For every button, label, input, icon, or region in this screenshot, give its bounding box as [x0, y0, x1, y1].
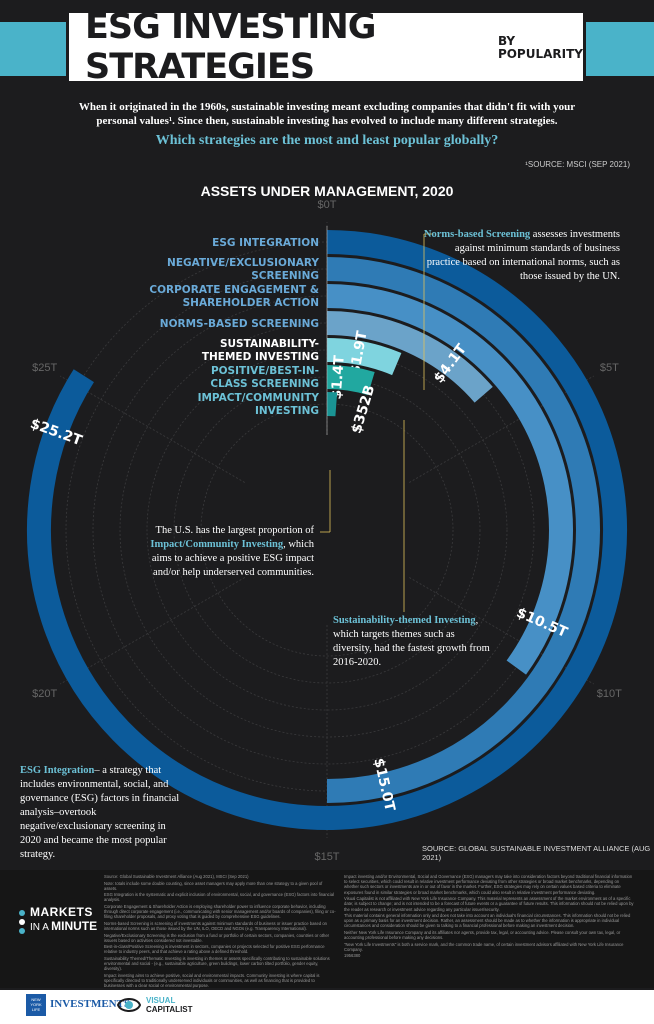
- notes-right-column: Impact investing and/or Environmental, S…: [344, 874, 634, 960]
- tick-label: $10T: [597, 688, 622, 700]
- annotation-esg: ESG Integration– a strategy that include…: [20, 764, 188, 862]
- markets-in-a-minute-logo: MARKETS IN A MINUTE: [16, 905, 106, 951]
- category-label: INVESTING: [255, 405, 319, 417]
- vc-line-1: VISUAL: [146, 996, 176, 1005]
- value-label: $1.9T: [347, 329, 371, 376]
- bar-arc: [326, 284, 573, 675]
- bar-arc: [27, 230, 627, 830]
- annotation-norms-highlight: Norms-based Screening: [423, 229, 531, 240]
- dots-icon: [19, 910, 25, 934]
- note-paragraph: Negative/Exclusionary Screening is the e…: [104, 932, 330, 943]
- grid-spoke: [60, 375, 245, 483]
- title-by-label: BY: [497, 34, 516, 48]
- note-paragraph: Note: totals include some double countin…: [104, 880, 323, 891]
- mim-minute: MINUTE: [51, 919, 98, 933]
- note-paragraph: "New York Life Investments" is both a se…: [344, 941, 624, 952]
- annotation-themed-text: , which targets themes such as diversity…: [333, 615, 490, 668]
- category-label: SUSTAINABILITY-: [220, 338, 319, 350]
- note-paragraph: This material contains general informati…: [344, 913, 631, 929]
- annotation-impact-post: , which aims to achieve a positive ESG i…: [151, 539, 314, 578]
- page-title: ESG INVESTING STRATEGIES: [85, 7, 376, 87]
- tick-label: $25T: [32, 362, 57, 374]
- visual-capitalist-icon: [116, 998, 142, 1012]
- grid-spoke: [60, 577, 245, 685]
- footer: [0, 990, 654, 1024]
- new-york-life-logo: NEW YORK LIFE: [26, 994, 46, 1016]
- intro-line-2: personal values¹. Since then, sustainabl…: [96, 115, 558, 127]
- mim-line-1: MARKETS: [30, 905, 93, 919]
- annotation-themed-highlight: Sustainability-themed Investing: [333, 615, 476, 626]
- category-label: IMPACT/COMMUNITY: [198, 392, 320, 404]
- tick-label: $0T: [318, 199, 337, 211]
- note-paragraph: Best-in-class/Positive Screening is inve…: [104, 944, 325, 955]
- annotation-impact-pre: The U.S. has the largest proportion of: [155, 525, 314, 536]
- bar-arc: [326, 338, 402, 376]
- value-label: $1.4T: [329, 354, 348, 400]
- note-paragraph: Source: Global Sustainable Investment Al…: [104, 874, 249, 879]
- category-label: SCREENING: [251, 270, 319, 282]
- intro-text: When it originated in the 1960s, sustain…: [50, 100, 604, 128]
- title-box: ESG INVESTING STRATEGIES BY POPULARITY: [66, 7, 586, 87]
- mim-line-2: IN A MINUTE: [30, 919, 106, 933]
- category-label: THEMED INVESTING: [202, 351, 319, 363]
- title-popularity-label: POPULARITY: [497, 47, 583, 61]
- note-paragraph: Neither New York Life Insurance Company …: [344, 929, 621, 941]
- intro-line-1: When it originated in the 1960s, sustain…: [78, 101, 576, 113]
- vc-line-2: CAPITALIST: [146, 1005, 193, 1014]
- category-label: POSITIVE/BEST-IN-: [211, 365, 319, 377]
- category-label: CLASS SCREENING: [210, 378, 319, 390]
- note-paragraph: Corporate Engagement & Shareholder Actio…: [104, 903, 336, 920]
- category-label: NEGATIVE/EXCLUSIONARY: [167, 257, 319, 269]
- annotation-impact-highlight: Impact/Community Investing: [150, 539, 284, 550]
- investments-wordmark: INVESTMENTS: [50, 998, 131, 1010]
- note-paragraph: Norms-based Screening is screening of in…: [104, 920, 327, 932]
- category-label: SHAREHOLDER ACTION: [183, 297, 319, 309]
- tick-label: $5T: [600, 362, 619, 374]
- notes-left-column: Source: Global Sustainable Investment Al…: [104, 874, 336, 990]
- msci-source: ¹SOURCE: MSCI (SEP 2021): [525, 160, 630, 169]
- annotation-esg-text: – a strategy that includes environmental…: [20, 765, 180, 860]
- annotation-norms: Norms-based Screening assesses investmen…: [420, 228, 620, 284]
- tick-label: $20T: [32, 688, 57, 700]
- bar-arc: [326, 365, 375, 396]
- note-paragraph: 1956380: [344, 953, 361, 959]
- annotation-impact: The U.S. has the largest proportion of I…: [148, 524, 314, 580]
- category-label: CORPORATE ENGAGEMENT &: [149, 284, 319, 296]
- note-paragraph: Impact investing and/or Environmental, S…: [344, 874, 633, 895]
- visual-capitalist-wordmark: VISUAL CAPITALIST: [146, 996, 193, 1014]
- mim-in-a: IN A: [30, 922, 49, 933]
- grid-circle: [146, 349, 508, 711]
- question-text: Which strategies are the most and least …: [155, 133, 499, 148]
- bar-arc: [326, 311, 493, 403]
- chart-source: SOURCE: GLOBAL SUSTAINABLE INVESTMENT AL…: [422, 844, 651, 862]
- category-label: NORMS-BASED SCREENING: [160, 318, 319, 330]
- note-paragraph: Sustainability Themed/Thematic Investing…: [104, 955, 330, 972]
- bar-arc: [326, 257, 600, 803]
- annotation-norms-text: assesses investments against minimum sta…: [426, 229, 620, 282]
- notes-panel: [0, 870, 654, 988]
- annotation-themed: Sustainability-themed Investing, which t…: [333, 614, 493, 670]
- category-label: ESG INTEGRATION: [212, 237, 319, 249]
- tick-label: $15T: [314, 851, 339, 863]
- note-paragraph: Visual Capitalist is not affiliated with…: [344, 896, 634, 912]
- note-paragraph: Impact investing aims to achieve positiv…: [104, 972, 320, 989]
- annotation-esg-highlight: ESG Integration: [20, 765, 95, 776]
- chart-title: ASSETS UNDER MANAGEMENT, 2020: [200, 183, 454, 199]
- title-subtitle: BY POPULARITY: [498, 35, 583, 61]
- note-paragraph: ESG Integration is the systematic and ex…: [104, 892, 334, 903]
